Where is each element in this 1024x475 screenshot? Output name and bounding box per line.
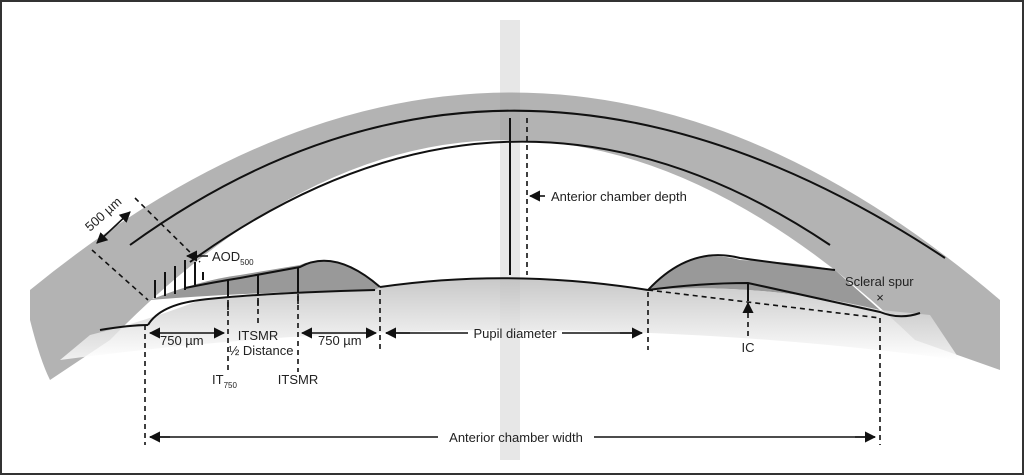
aod-hatch	[154, 260, 204, 298]
itsmr-label: ITSMR	[278, 372, 318, 387]
pupil-label: Pupil diameter	[473, 326, 557, 341]
pointer-arrows	[227, 294, 748, 312]
it750-label: IT750	[212, 372, 237, 390]
reference-verticals	[144, 290, 881, 445]
left-iris-posterior	[147, 289, 376, 326]
aod-label: AOD500	[212, 249, 254, 267]
dist-left-label: 750 µm	[160, 333, 204, 348]
left-iris-anterior	[184, 259, 381, 289]
thickness-arrow	[96, 211, 131, 244]
cornea-tissue	[30, 92, 1000, 381]
right-iris	[648, 256, 880, 310]
lens-line	[379, 277, 649, 291]
right-iris-anterior	[647, 254, 836, 291]
ic-label: IC	[742, 340, 755, 355]
dist-right-label: 750 µm	[318, 333, 362, 348]
cornea-outer-line	[129, 109, 946, 259]
thickness-ticks	[227, 268, 299, 298]
itsmr-half-label-1: ITSMR	[238, 328, 278, 343]
ic-reference-line	[647, 289, 881, 319]
left-iris	[150, 260, 380, 300]
acd-label: Anterior chamber depth	[551, 189, 687, 204]
scleral-spur-mark: ×	[876, 290, 884, 305]
lens-shadow	[60, 279, 960, 360]
itsmr-half-label-2: ½ Distance	[228, 343, 293, 358]
acw-label: Anterior chamber width	[449, 430, 583, 445]
scleral-spur-label: Scleral spur	[845, 274, 914, 289]
